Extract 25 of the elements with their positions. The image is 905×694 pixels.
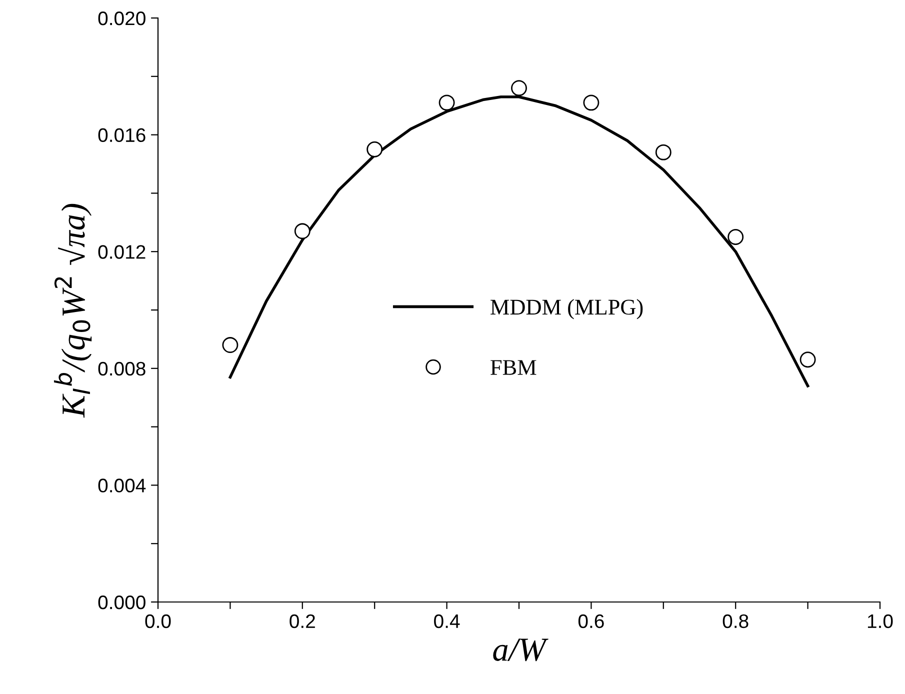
y-tick-label: 0.020 — [98, 11, 146, 26]
y-tick-label: 0.012 — [98, 245, 146, 259]
x-tick-label: 0.8 — [722, 614, 748, 628]
point — [366, 141, 383, 158]
legend-label: FBM — [490, 360, 536, 375]
point — [583, 94, 600, 111]
point — [511, 80, 527, 96]
x-tick-label: 0.6 — [578, 614, 604, 628]
y-tick-label: 0.016 — [98, 128, 146, 142]
x-axis-title: a/W — [493, 638, 548, 662]
point — [655, 144, 672, 160]
point — [222, 337, 238, 354]
y-axis-title: K$_{I}$$^{b}$/(q$_{0}$W$^{2}$ √πa) — [54, 204, 92, 418]
point — [438, 94, 455, 111]
point — [728, 229, 744, 245]
legend-label: MDDM (MLPG) — [490, 299, 643, 320]
y-tick-label: 0.000 — [98, 595, 146, 610]
y-tick-label: 0.008 — [98, 362, 146, 376]
x-tick-label: 1.0 — [868, 614, 893, 628]
x-tick-label: 0.4 — [434, 614, 460, 628]
x-tick-label: 0.2 — [290, 614, 315, 628]
x-tick-label: 0.0 — [145, 614, 171, 628]
y-tick-label: 0.004 — [98, 478, 146, 492]
point — [294, 223, 310, 240]
point — [800, 352, 816, 368]
